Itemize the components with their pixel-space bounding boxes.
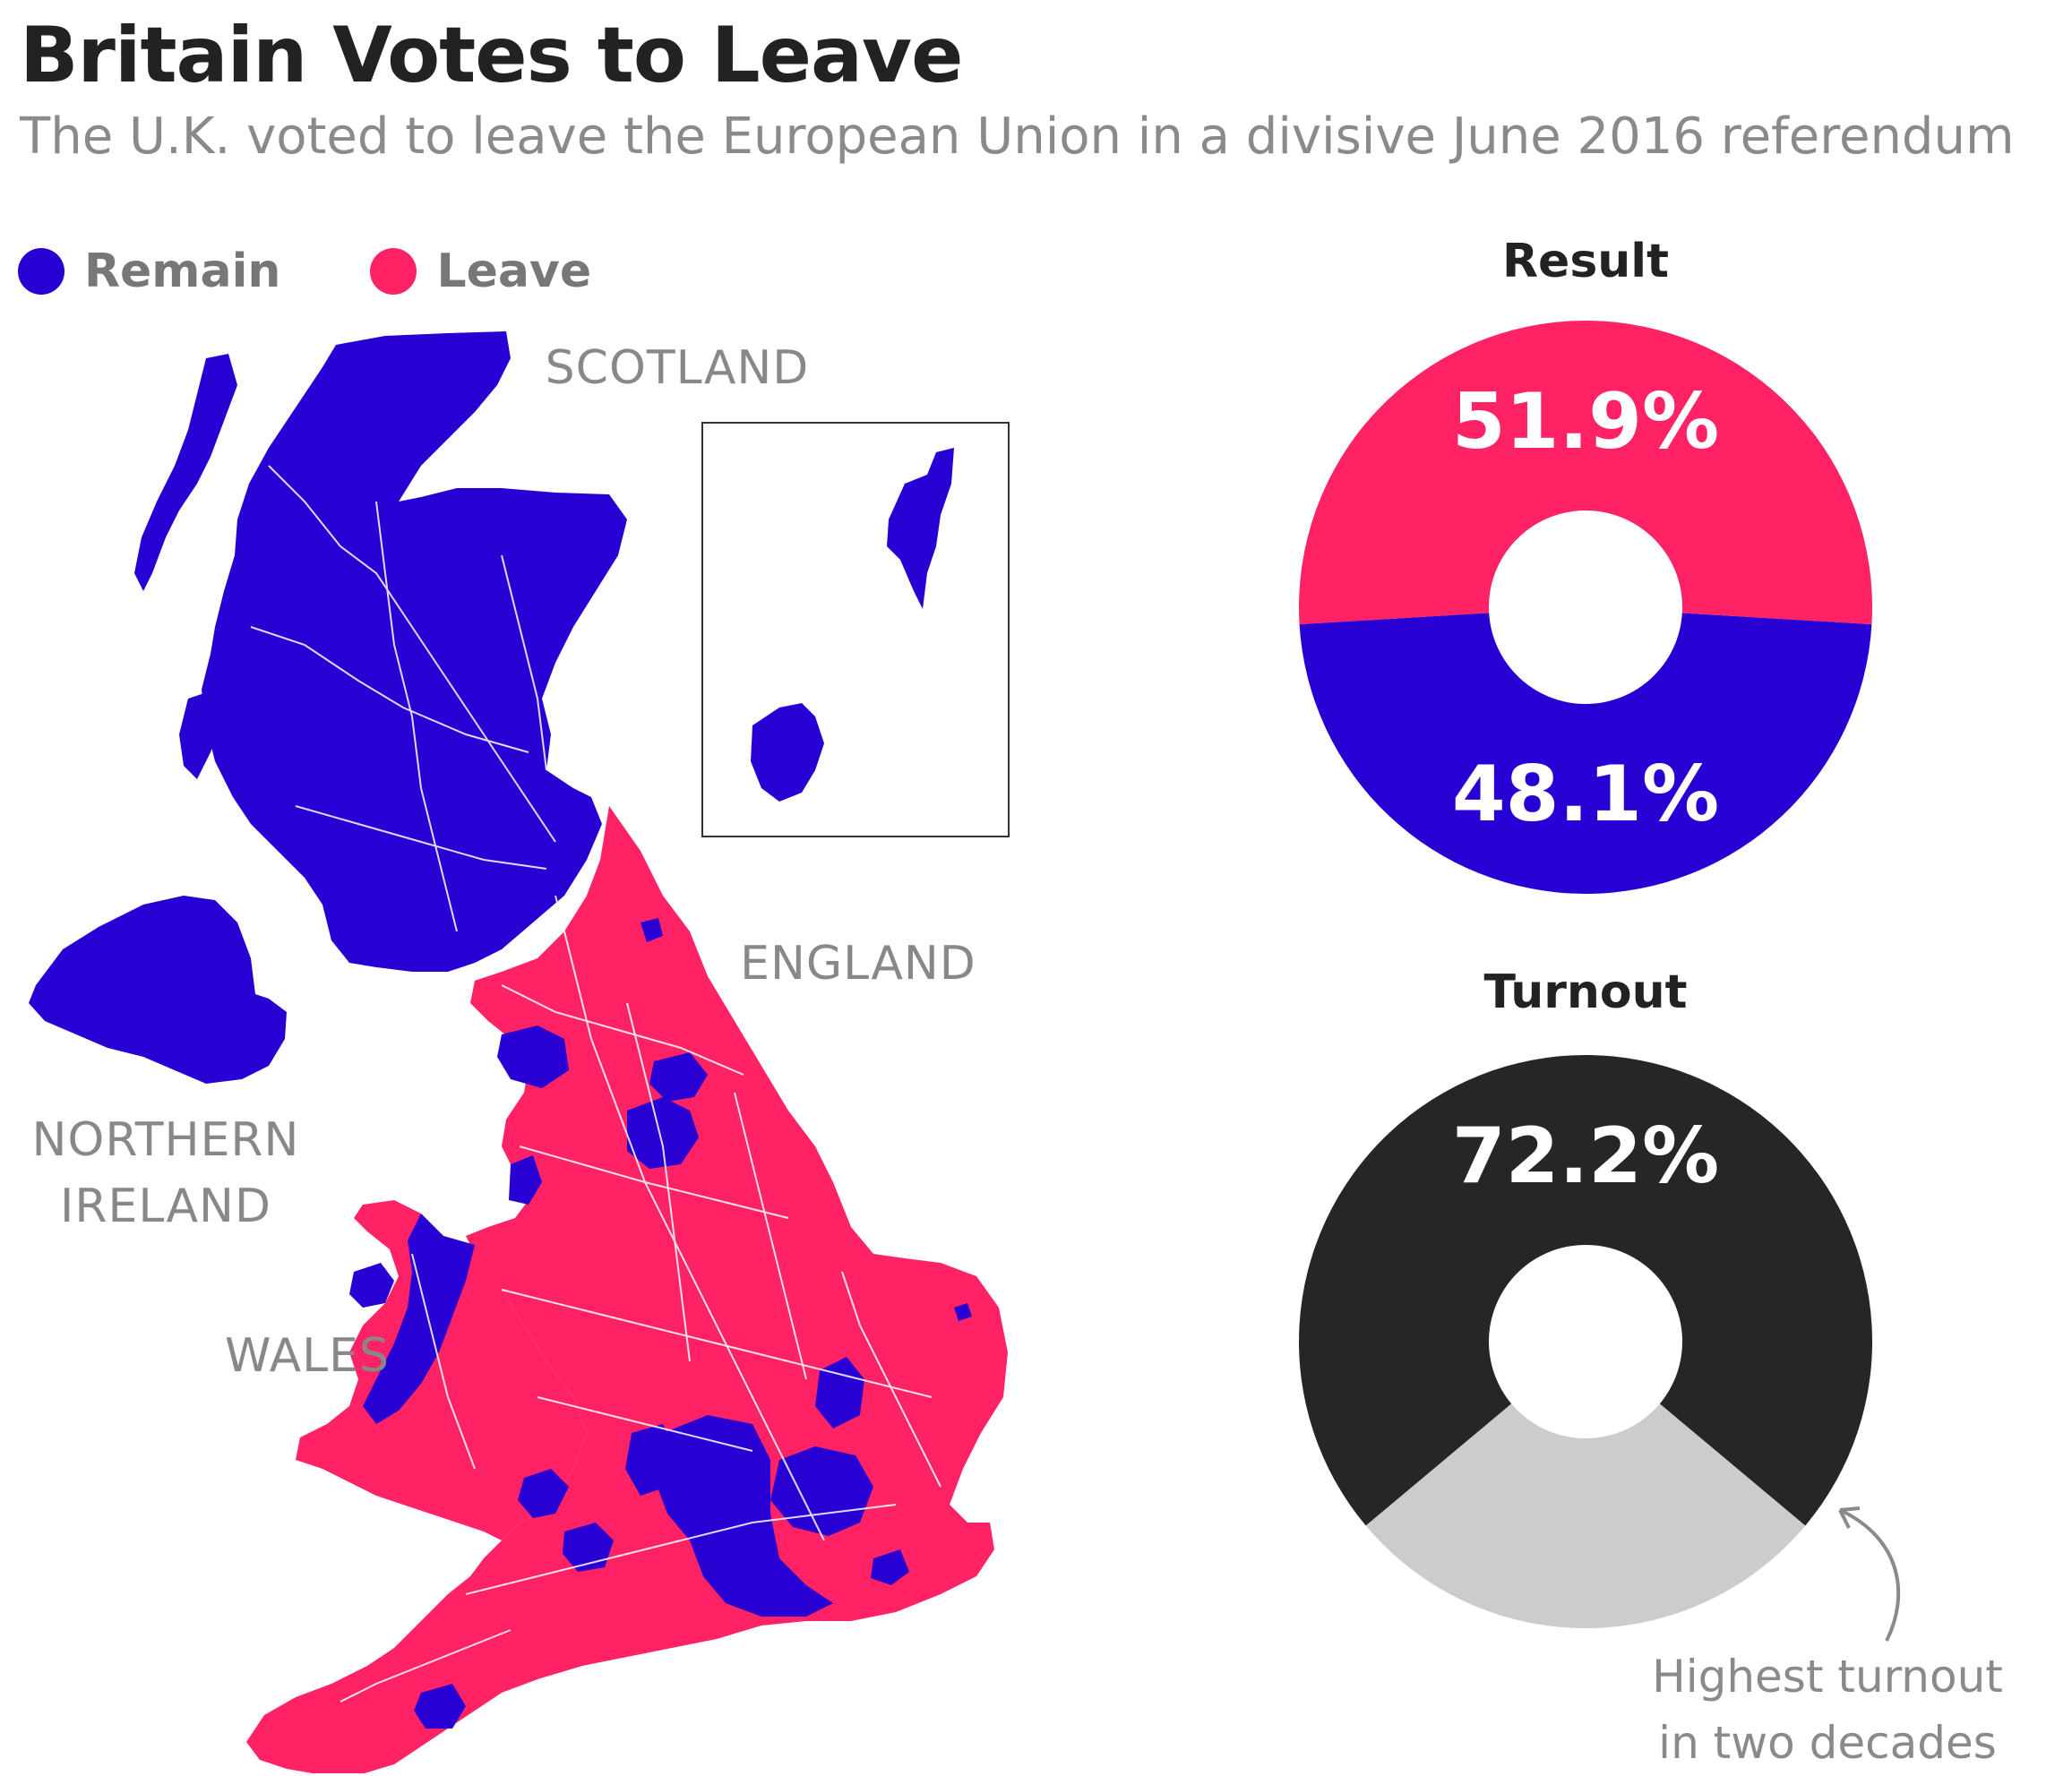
map-islands-inset-frame (701, 422, 1010, 837)
map-inner-isles (179, 690, 224, 779)
map-london-remain (770, 1446, 873, 1536)
map-label-wales: WALES (225, 1329, 390, 1383)
annotation-arrow (1838, 1506, 1901, 1642)
map-liverpool-remain (509, 1155, 542, 1205)
map-oxford-remain (625, 1424, 676, 1496)
result-donut-chart: 51.9% 48.1% (1299, 321, 1872, 895)
turnout-annotation: Highest turnout in two decades (1652, 1651, 2003, 1769)
map-label-scotland: SCOTLAND (546, 341, 810, 395)
legend-swatch-remain (18, 248, 64, 295)
legend: Remain Leave (18, 242, 681, 301)
result-slice-remain (1299, 613, 1872, 895)
map-manchester-remain (627, 1097, 699, 1169)
result-label-remain: 48.1% (1452, 750, 1719, 839)
turnout-slice-did-not-vote (1365, 1403, 1806, 1628)
map-northern-ireland (29, 896, 287, 1084)
map-outer-hebrides (134, 354, 237, 591)
map-bristol-remain (563, 1523, 614, 1572)
legend-label-leave: Leave (436, 245, 592, 298)
map-district-boundaries (250, 465, 941, 1703)
map-label-northern-ireland: NORTHERN IRELAND (32, 1113, 300, 1233)
result-slice-leave (1299, 321, 1872, 625)
legend-item-leave: Leave (370, 245, 591, 298)
legend-swatch-leave (370, 248, 417, 295)
map-southeast-remain (654, 1415, 833, 1617)
turnout-chart-title: Turnout (1483, 965, 1688, 1019)
map-shetland (887, 448, 954, 609)
legend-label-remain: Remain (84, 245, 281, 298)
map-anglesey (349, 1263, 394, 1308)
map-leeds-york-remain (649, 1052, 708, 1102)
legend-item-remain: Remain (18, 245, 280, 298)
turnout-label-voted: 72.2% (1452, 1111, 1719, 1201)
result-label-leave: 51.9% (1452, 377, 1719, 467)
map-cambridge-remain (815, 1357, 864, 1429)
map-cornwall-remain (414, 1684, 466, 1729)
result-chart-title: Result (1502, 235, 1669, 288)
page-subtitle: The U.K. voted to leave the European Uni… (20, 107, 2015, 166)
uk-referendum-map: SCOTLAND ENGLAND NORTHERN IRELAND WALES (29, 331, 1010, 1773)
map-orkney (751, 703, 824, 802)
map-wales-remain-northwest (363, 1214, 475, 1424)
turnout-slice-voted (1299, 1055, 1872, 1526)
map-scotland (202, 331, 627, 972)
map-label-england: ENGLAND (740, 937, 976, 991)
map-cardiff-remain (518, 1469, 569, 1518)
map-norwich-remain (954, 1303, 972, 1321)
map-newcastle-remain (641, 918, 663, 942)
page-title: Britain Votes to Leave (20, 11, 963, 100)
map-lake-district-remain (497, 1025, 569, 1088)
map-brighton-remain (871, 1549, 909, 1585)
turnout-donut-chart: 72.2% (1299, 1055, 1872, 1628)
